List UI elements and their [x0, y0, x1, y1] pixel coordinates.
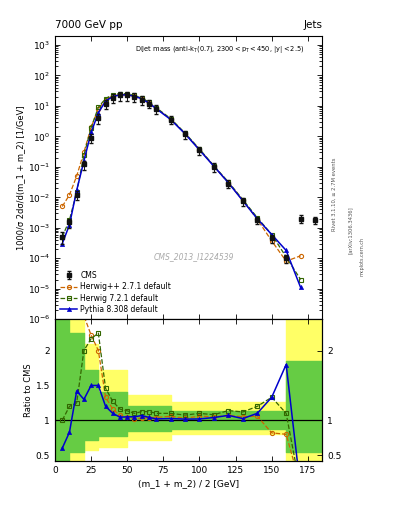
- Herwig++ 2.7.1 default: [197, 146, 202, 153]
- X-axis label: (m_1 + m_2) / 2 [GeV]: (m_1 + m_2) / 2 [GeV]: [138, 479, 239, 488]
- Pythia 8.308 default: [269, 231, 274, 238]
- Text: 7000 GeV pp: 7000 GeV pp: [55, 20, 123, 30]
- Text: CMS_2013_I1224539: CMS_2013_I1224539: [154, 252, 234, 261]
- Herwig 7.2.1 default: [168, 116, 173, 122]
- Pythia 8.308 default: [298, 284, 303, 290]
- Pythia 8.308 default: [96, 110, 101, 116]
- Line: Herwig 7.2.1 default: Herwig 7.2.1 default: [60, 92, 303, 282]
- Herwig 7.2.1 default: [298, 276, 303, 283]
- Pythia 8.308 default: [60, 241, 64, 247]
- Pythia 8.308 default: [103, 98, 108, 104]
- Pythia 8.308 default: [67, 222, 72, 228]
- Herwig++ 2.7.1 default: [110, 93, 115, 99]
- Herwig++ 2.7.1 default: [89, 124, 94, 130]
- Herwig++ 2.7.1 default: [241, 197, 245, 203]
- Text: Jets: Jets: [303, 20, 322, 30]
- Pythia 8.308 default: [211, 163, 216, 169]
- Herwig 7.2.1 default: [241, 197, 245, 203]
- Pythia 8.308 default: [255, 216, 260, 222]
- Herwig 7.2.1 default: [140, 95, 144, 101]
- Pythia 8.308 default: [132, 93, 137, 99]
- Legend: CMS, Herwig++ 2.7.1 default, Herwig 7.2.1 default, Pythia 8.308 default: CMS, Herwig++ 2.7.1 default, Herwig 7.2.…: [59, 269, 173, 315]
- Pythia 8.308 default: [168, 116, 173, 122]
- Herwig++ 2.7.1 default: [67, 192, 72, 198]
- Y-axis label: 1000/σ 2dσ/d(m_1 + m_2) [1/GeV]: 1000/σ 2dσ/d(m_1 + m_2) [1/GeV]: [16, 105, 25, 250]
- Herwig 7.2.1 default: [60, 234, 64, 240]
- Herwig++ 2.7.1 default: [96, 106, 101, 112]
- Herwig++ 2.7.1 default: [298, 253, 303, 259]
- Herwig 7.2.1 default: [74, 189, 79, 195]
- Herwig 7.2.1 default: [125, 91, 130, 97]
- Herwig 7.2.1 default: [118, 91, 122, 97]
- Pythia 8.308 default: [110, 94, 115, 100]
- Herwig++ 2.7.1 default: [82, 149, 86, 155]
- Line: Pythia 8.308 default: Pythia 8.308 default: [60, 93, 303, 289]
- Herwig++ 2.7.1 default: [74, 173, 79, 179]
- Herwig 7.2.1 default: [103, 95, 108, 101]
- Pythia 8.308 default: [183, 131, 187, 137]
- Herwig 7.2.1 default: [132, 93, 137, 99]
- Text: [arXiv:1306.3436]: [arXiv:1306.3436]: [348, 206, 353, 254]
- Text: mcplots.cern.ch: mcplots.cern.ch: [360, 237, 365, 275]
- Pythia 8.308 default: [197, 147, 202, 153]
- Herwig 7.2.1 default: [183, 130, 187, 136]
- Pythia 8.308 default: [82, 158, 86, 164]
- Herwig++ 2.7.1 default: [147, 100, 151, 106]
- Y-axis label: Ratio to CMS: Ratio to CMS: [24, 363, 33, 417]
- Herwig++ 2.7.1 default: [168, 116, 173, 122]
- Herwig++ 2.7.1 default: [211, 163, 216, 169]
- Text: Rivet 3.1.10, ≥ 2.7M events: Rivet 3.1.10, ≥ 2.7M events: [332, 158, 337, 231]
- Line: Herwig++ 2.7.1 default: Herwig++ 2.7.1 default: [60, 93, 303, 263]
- Herwig 7.2.1 default: [197, 146, 202, 152]
- Pythia 8.308 default: [125, 92, 130, 98]
- Herwig++ 2.7.1 default: [284, 258, 288, 264]
- Pythia 8.308 default: [241, 198, 245, 204]
- Herwig++ 2.7.1 default: [118, 92, 122, 98]
- Pythia 8.308 default: [154, 105, 158, 112]
- Herwig++ 2.7.1 default: [132, 93, 137, 99]
- Herwig 7.2.1 default: [96, 104, 101, 111]
- Herwig 7.2.1 default: [147, 99, 151, 105]
- Herwig 7.2.1 default: [211, 163, 216, 169]
- Herwig 7.2.1 default: [110, 92, 115, 98]
- Herwig 7.2.1 default: [255, 215, 260, 221]
- Herwig++ 2.7.1 default: [226, 180, 231, 186]
- Herwig 7.2.1 default: [89, 124, 94, 131]
- Herwig++ 2.7.1 default: [154, 105, 158, 112]
- Herwig 7.2.1 default: [226, 179, 231, 185]
- Herwig 7.2.1 default: [67, 217, 72, 223]
- Herwig++ 2.7.1 default: [140, 96, 144, 102]
- Pythia 8.308 default: [284, 247, 288, 253]
- Herwig++ 2.7.1 default: [60, 203, 64, 209]
- Herwig 7.2.1 default: [154, 104, 158, 111]
- Herwig++ 2.7.1 default: [183, 131, 187, 137]
- Herwig 7.2.1 default: [269, 231, 274, 238]
- Herwig++ 2.7.1 default: [125, 92, 130, 98]
- Pythia 8.308 default: [140, 96, 144, 102]
- Pythia 8.308 default: [89, 130, 94, 136]
- Text: Dijet mass (anti-k$_\mathregular{T}$(0.7), 2300$<$p$_\mathregular{T}$$<$450, |y|: Dijet mass (anti-k$_\mathregular{T}$(0.7…: [135, 45, 305, 55]
- Herwig 7.2.1 default: [82, 152, 86, 158]
- Herwig++ 2.7.1 default: [255, 216, 260, 222]
- Pythia 8.308 default: [226, 180, 231, 186]
- Herwig 7.2.1 default: [284, 254, 288, 260]
- Herwig++ 2.7.1 default: [103, 97, 108, 103]
- Pythia 8.308 default: [147, 100, 151, 106]
- Herwig++ 2.7.1 default: [269, 238, 274, 244]
- Pythia 8.308 default: [118, 92, 122, 98]
- Pythia 8.308 default: [74, 187, 79, 194]
